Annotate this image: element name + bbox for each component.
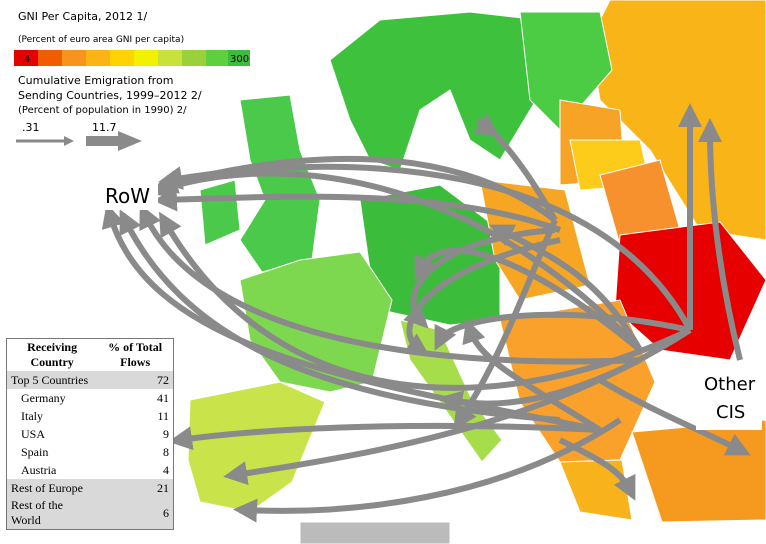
emigration-title: Sending Countries, 1999–2012 2/ (18, 89, 202, 102)
row-label: Italy (21, 408, 43, 423)
flow-arrows (101, 103, 751, 523)
arrow-large-head (118, 131, 142, 151)
row-value: 9 (163, 426, 169, 441)
receiving-table: Receiving Country % of Total Flows Top 5 … (6, 338, 174, 530)
row-value: 21 (97, 479, 174, 497)
emigration-subtitle: (Percent of population in 1990) 2/ (18, 105, 187, 116)
gni-scale (14, 50, 250, 66)
row-label: Germany (21, 390, 66, 405)
row-label-bg (100, 180, 158, 210)
gni-title: GNI Per Capita, 2012 1/ (18, 10, 148, 23)
row-value: 72 (97, 371, 174, 389)
cis-label: CIS (716, 402, 745, 423)
row-label: RoW (105, 184, 150, 208)
arrow-large-label: 11.7 (92, 121, 117, 134)
row-label: Spain (21, 444, 49, 459)
row-value: 11 (157, 408, 169, 423)
row-label: USA (21, 426, 46, 441)
row-value: 6 (97, 497, 174, 530)
row-value: 4 (163, 462, 169, 477)
row-label: Austria (21, 462, 57, 477)
arrow-small-label: .31 (22, 121, 40, 134)
gni-max: 300 (230, 54, 249, 65)
row-label: Top 5 Countries (6, 371, 98, 389)
cis-label: Other (704, 374, 756, 395)
gni-min: 4 (24, 54, 30, 65)
land (187, 0, 766, 544)
row-label: Rest of the World (6, 497, 98, 530)
cis-label-bg (696, 366, 762, 430)
arrow-small-head (64, 136, 74, 146)
row-label: Rest of Europe (6, 479, 98, 497)
gni-subtitle: (Percent of euro area GNI per capita) (18, 35, 184, 45)
row-value: 8 (163, 444, 169, 459)
header-cell: % of Total Flows (108, 340, 163, 369)
emigration-title: Cumulative Emigration from (18, 74, 173, 87)
row-value: 41 (157, 390, 169, 405)
header-cell: Receiving Country (27, 340, 78, 369)
